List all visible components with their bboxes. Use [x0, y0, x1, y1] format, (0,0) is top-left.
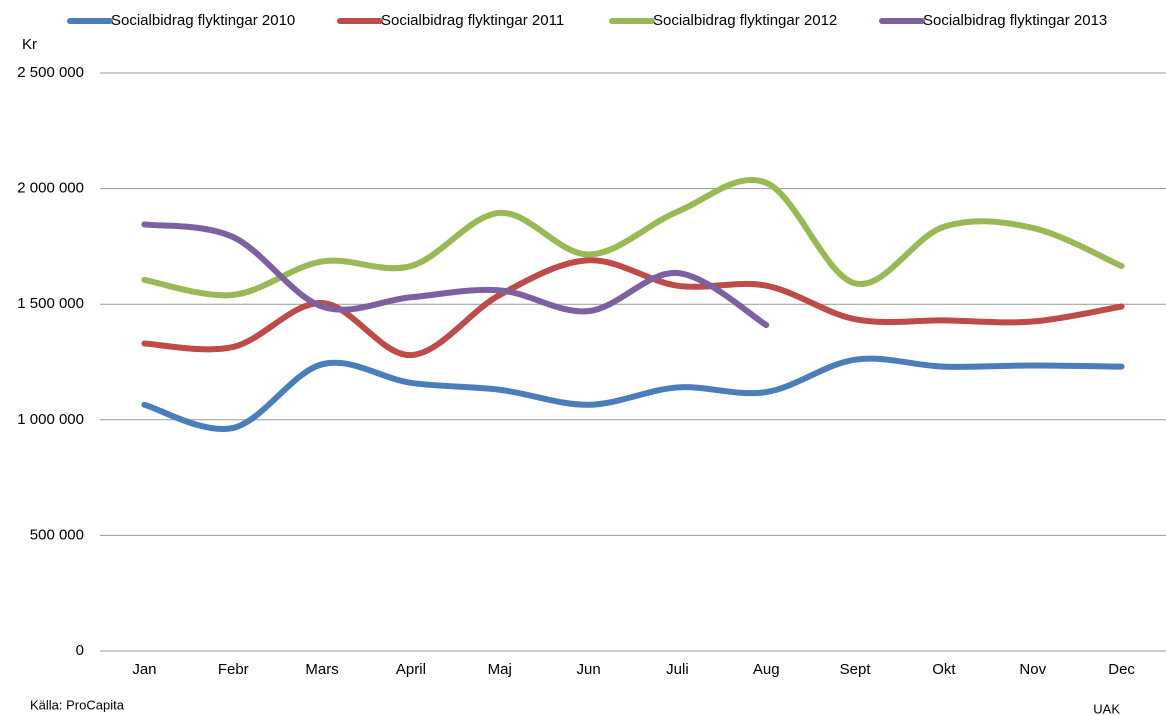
source: Källa: ProCapita: [30, 697, 125, 712]
x-tick-label: Aug: [753, 661, 780, 678]
series-line: [141, 257, 1125, 359]
y-tick-label: 0: [76, 642, 84, 659]
legend-label: Socialbidrag flyktingar 2011: [381, 12, 564, 29]
series-line: [141, 177, 1125, 299]
y-axis-label: Kr: [22, 36, 37, 53]
x-tick-label: April: [396, 661, 426, 678]
x-tick-label: Febr: [218, 661, 249, 678]
legend-label: Socialbidrag flyktingar 2012: [653, 12, 837, 29]
x-tick-label: Juli: [666, 661, 689, 678]
x-tick-label: Mars: [305, 661, 338, 678]
x-tick-label: Okt: [932, 661, 956, 678]
y-tick-label: 2 000 000: [17, 180, 84, 197]
x-tick-label: Sept: [840, 661, 872, 678]
legend-label: Socialbidrag flyktingar 2010: [111, 12, 295, 29]
credit: UAK: [1093, 701, 1120, 715]
series-line: [141, 221, 770, 329]
legend-label: Socialbidrag flyktingar 2013: [923, 12, 1107, 29]
x-tick-label: Nov: [1019, 661, 1046, 678]
x-tick-label: Dec: [1108, 661, 1135, 678]
y-tick-label: 1 000 000: [17, 411, 84, 428]
x-tick-label: Maj: [488, 661, 512, 678]
x-tick-label: Jan: [132, 661, 156, 678]
x-tick-label: Jun: [576, 661, 600, 678]
y-tick-label: 1 500 000: [17, 295, 84, 312]
y-tick-label: 2 500 000: [17, 64, 84, 81]
y-tick-label: 500 000: [30, 526, 84, 543]
series-line: [141, 355, 1125, 432]
